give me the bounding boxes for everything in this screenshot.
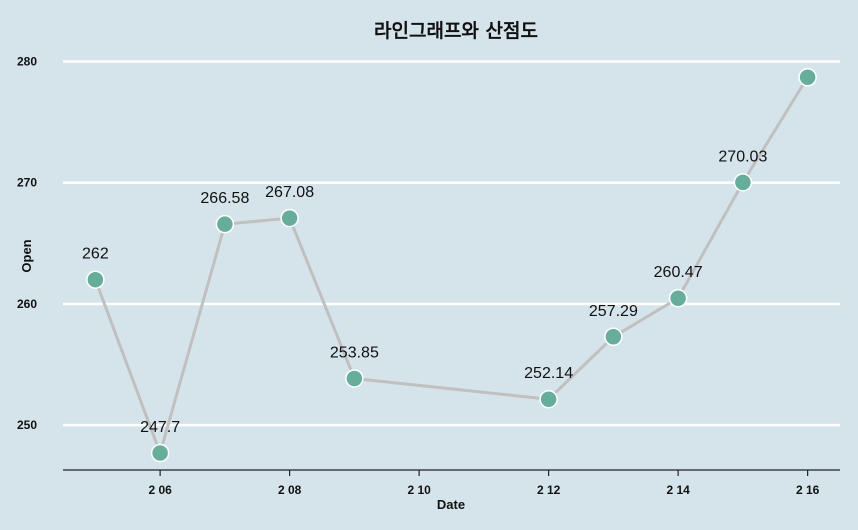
data-points xyxy=(86,68,817,463)
x-tick-label: 2 06 xyxy=(148,483,172,497)
y-tick-label: 270 xyxy=(17,176,37,190)
x-tick-label: 2 16 xyxy=(796,483,820,497)
x-axis-label: Date xyxy=(437,497,465,512)
y-tick-label: 260 xyxy=(17,297,37,311)
data-point xyxy=(798,68,817,87)
x-axis-ticks: 2 06 2 08 2 10 2 12 2 14 2 16 xyxy=(148,470,820,497)
data-point xyxy=(345,369,364,388)
y-axis-label: Open xyxy=(19,239,34,272)
x-tick-label: 2 14 xyxy=(666,483,690,497)
data-label: 267.08 xyxy=(265,184,314,201)
data-point xyxy=(733,173,753,192)
y-tick-label: 250 xyxy=(17,418,37,432)
data-label: 247.7 xyxy=(140,419,180,436)
data-point xyxy=(539,389,558,409)
data-point xyxy=(604,327,623,347)
data-label: 257.29 xyxy=(589,303,638,320)
chart-title: 라인그래프와 산점도 xyxy=(374,20,538,42)
y-axis-ticks: 250 260 270 280 xyxy=(17,55,37,433)
grid-lines xyxy=(63,60,840,427)
data-labels: 262 247.7 266.58 267.08 253.85 252.14 257.29 26… xyxy=(82,148,767,436)
data-point xyxy=(150,443,170,463)
x-tick-label: 2 10 xyxy=(407,483,431,497)
data-label: 253.85 xyxy=(330,344,379,361)
data-label: 252.14 xyxy=(524,365,573,382)
y-tick-label: 280 xyxy=(17,55,37,69)
data-point xyxy=(215,214,235,234)
x-tick-label: 2 08 xyxy=(278,483,302,497)
data-label: 270.03 xyxy=(718,148,767,165)
data-point xyxy=(86,270,105,289)
data-label: 260.47 xyxy=(654,264,703,281)
data-label: 266.58 xyxy=(200,190,249,207)
data-point xyxy=(668,288,688,308)
series-line xyxy=(93,76,809,455)
data-point xyxy=(280,208,299,228)
x-tick-label: 2 12 xyxy=(537,483,561,497)
data-label: 262 xyxy=(82,246,109,263)
